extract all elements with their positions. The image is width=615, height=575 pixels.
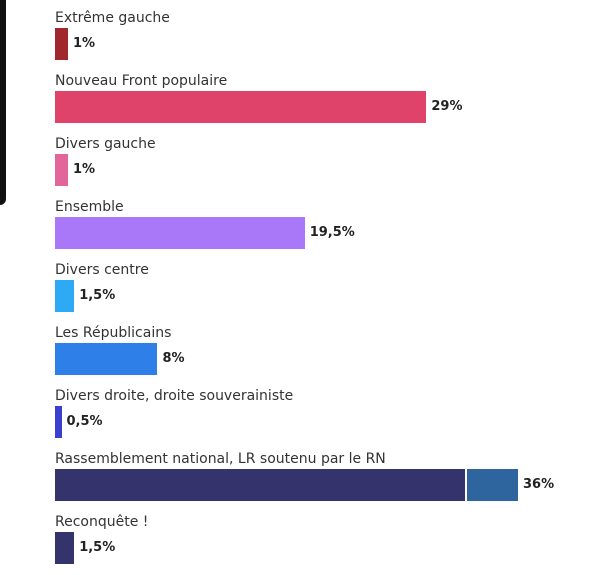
bar-row: Nouveau Front populaire 29%: [55, 71, 615, 134]
bar: [55, 406, 62, 438]
bar-segment: [55, 343, 158, 375]
bar: [55, 532, 75, 564]
device-edge: [0, 0, 6, 205]
bar-row: Divers centre 1,5%: [55, 260, 615, 323]
bar-segment: [55, 91, 427, 123]
category-label: Nouveau Front populaire: [55, 73, 228, 89]
bar-segment: [466, 469, 518, 501]
category-label: Divers droite, droite souverainiste: [55, 388, 294, 404]
value-label: 0,5%: [66, 414, 103, 429]
bar: [55, 280, 75, 312]
value-label: 1,5%: [79, 288, 116, 303]
value-label: 1%: [73, 162, 96, 177]
bar-segment: [55, 280, 75, 312]
bar-segment: [55, 217, 305, 249]
bar-segment: [55, 532, 75, 564]
bar-row: Divers droite, droite souverainiste 0,5%: [55, 386, 615, 449]
bar: [55, 28, 68, 60]
bar-segment: [55, 406, 62, 438]
value-label: 36%: [523, 477, 555, 492]
bar-segment: [55, 28, 68, 60]
bar-row: Ensemble 19,5%: [55, 197, 615, 260]
bar: [55, 154, 68, 186]
bar-row: Extrême gauche 1%: [55, 8, 615, 71]
value-label: 1%: [73, 36, 96, 51]
category-label: Ensemble: [55, 199, 124, 215]
bar: [55, 91, 427, 123]
category-label: Extrême gauche: [55, 10, 170, 26]
bar: [55, 469, 518, 501]
bar-row: Reconquête ! 1,5%: [55, 512, 615, 575]
category-label: Les Républicains: [55, 325, 172, 341]
category-label: Divers centre: [55, 262, 149, 278]
bar: [55, 343, 158, 375]
bar-row: Les Républicains 8%: [55, 323, 615, 386]
value-label: 1,5%: [79, 540, 116, 555]
bar-row: Divers gauche 1%: [55, 134, 615, 197]
category-label: Divers gauche: [55, 136, 156, 152]
bar: [55, 217, 305, 249]
category-label: Rassemblement national, LR soutenu par l…: [55, 451, 386, 467]
value-label: 29%: [431, 99, 463, 114]
bar-row: Rassemblement national, LR soutenu par l…: [55, 449, 615, 512]
category-label: Reconquête !: [55, 514, 149, 530]
bar-segment: [55, 154, 68, 186]
value-label: 8%: [162, 351, 185, 366]
bar-segment: [55, 469, 465, 501]
value-label: 19,5%: [309, 225, 355, 240]
